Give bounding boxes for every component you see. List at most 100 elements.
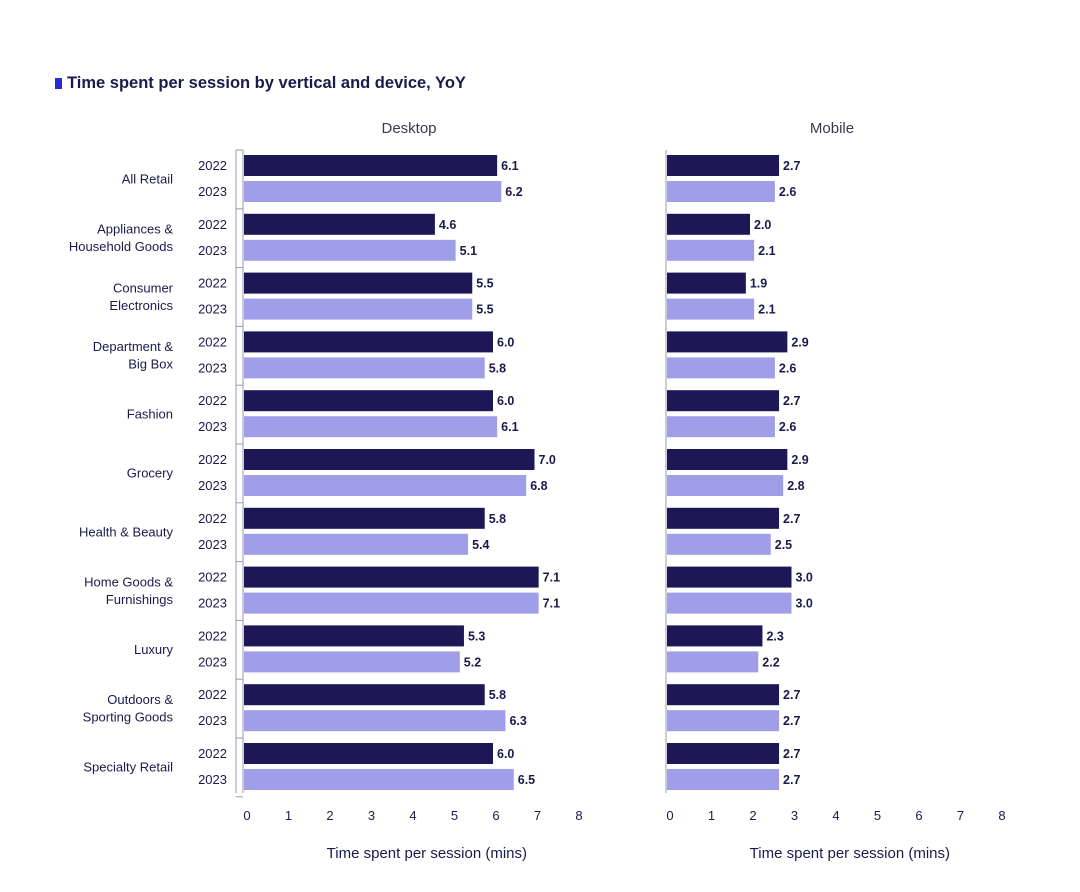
- data-label: 2.7: [783, 747, 800, 761]
- data-label: 2.7: [783, 688, 800, 702]
- bar: [667, 651, 759, 673]
- bar: [667, 533, 771, 555]
- category-label: Electronics: [109, 298, 173, 313]
- bar: [667, 625, 763, 647]
- category-label: Department &: [93, 339, 174, 354]
- year-label: 2023: [198, 360, 227, 375]
- data-label: 6.1: [501, 420, 518, 434]
- data-label: 2.9: [791, 335, 808, 349]
- year-label: 2023: [198, 654, 227, 669]
- bar: [244, 272, 473, 294]
- data-label: 2.6: [779, 420, 796, 434]
- year-label: 2022: [198, 334, 227, 349]
- bar: [667, 566, 792, 588]
- data-label: 2.7: [783, 159, 800, 173]
- bar: [244, 625, 464, 647]
- bar: [244, 475, 527, 496]
- bar: [667, 213, 750, 235]
- x-tick-label: 2: [749, 808, 756, 823]
- bar: [667, 181, 775, 202]
- year-label: 2023: [198, 243, 227, 258]
- year-label: 2022: [198, 393, 227, 408]
- year-label: 2022: [198, 746, 227, 761]
- data-label: 6.1: [501, 159, 518, 173]
- bar: [667, 272, 746, 294]
- data-label: 5.8: [489, 688, 506, 702]
- title-marker-icon: [55, 78, 62, 89]
- bar: [244, 566, 539, 588]
- category-label: Luxury: [134, 642, 174, 657]
- category-label: Grocery: [127, 466, 174, 481]
- data-label: 6.2: [505, 185, 522, 199]
- bar: [667, 357, 775, 379]
- category-label: Household Goods: [69, 239, 174, 254]
- data-label: 5.5: [476, 303, 493, 317]
- bar: [244, 684, 485, 706]
- year-label: 2023: [198, 478, 227, 493]
- bar: [667, 684, 780, 706]
- bar: [667, 769, 780, 790]
- x-tick-label: 7: [534, 808, 541, 823]
- data-label: 2.6: [779, 361, 796, 375]
- x-tick-label: 0: [243, 808, 250, 823]
- bar: [667, 592, 792, 614]
- data-label: 5.8: [489, 512, 506, 526]
- bar: [244, 181, 502, 202]
- x-tick-label: 6: [492, 808, 499, 823]
- year-label: 2023: [198, 537, 227, 552]
- year-label: 2022: [198, 511, 227, 526]
- category-label: All Retail: [122, 172, 173, 187]
- data-label: 5.1: [460, 244, 477, 258]
- chart-title-row: Time spent per session by vertical and d…: [55, 74, 466, 93]
- year-label: 2022: [198, 217, 227, 232]
- x-tick-label: 5: [451, 808, 458, 823]
- chart-title: Time spent per session by vertical and d…: [67, 74, 466, 92]
- data-label: 2.1: [758, 303, 775, 317]
- bar: [244, 449, 535, 470]
- data-label: 2.0: [754, 218, 771, 232]
- data-label: 2.6: [779, 185, 796, 199]
- bar: [667, 449, 788, 470]
- bar: [244, 743, 493, 764]
- bar: [244, 390, 493, 412]
- data-label: 7.1: [543, 571, 560, 585]
- panel-title: Desktop: [381, 120, 436, 137]
- bar: [244, 416, 498, 438]
- category-label: Fashion: [127, 407, 173, 422]
- bar: [667, 298, 755, 320]
- data-label: 6.3: [509, 714, 526, 728]
- x-tick-label: 2: [326, 808, 333, 823]
- data-label: 6.8: [530, 479, 547, 493]
- bar: [244, 213, 435, 235]
- year-label: 2022: [198, 570, 227, 585]
- bar: [667, 743, 780, 764]
- x-axis-label: Time spent per session (mins): [327, 845, 527, 862]
- x-tick-label: 4: [409, 808, 416, 823]
- x-tick-label: 1: [285, 808, 292, 823]
- bar: [244, 298, 473, 320]
- category-label: Big Box: [128, 357, 173, 372]
- bar: [244, 155, 498, 176]
- bar: [244, 507, 485, 529]
- data-label: 2.7: [783, 714, 800, 728]
- category-label: Consumer: [113, 280, 174, 295]
- data-label: 6.5: [518, 773, 535, 787]
- data-label: 4.6: [439, 218, 456, 232]
- year-label: 2022: [198, 687, 227, 702]
- data-label: 5.5: [476, 277, 493, 291]
- year-label: 2023: [198, 302, 227, 317]
- data-label: 6.0: [497, 747, 514, 761]
- x-axis-label: Time spent per session (mins): [750, 845, 950, 862]
- x-tick-label: 4: [832, 808, 839, 823]
- data-label: 7.0: [539, 453, 556, 467]
- year-label: 2023: [198, 596, 227, 611]
- bar: [244, 357, 485, 379]
- bar: [244, 331, 493, 353]
- data-label: 7.1: [543, 597, 560, 611]
- panel-title: Mobile: [810, 120, 854, 137]
- data-label: 2.9: [791, 453, 808, 467]
- data-label: 2.8: [787, 479, 804, 493]
- data-label: 5.3: [468, 629, 485, 643]
- year-label: 2023: [198, 772, 227, 787]
